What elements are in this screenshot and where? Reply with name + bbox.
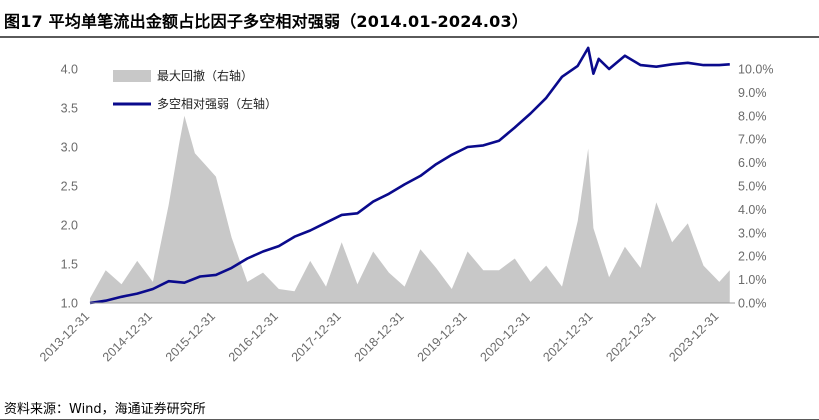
legend-swatch-drawdown <box>113 70 151 82</box>
x-tick-label: 2022-12-31 <box>603 309 658 364</box>
legend: 最大回撤（右轴） 多空相对强弱（左轴） <box>113 68 277 111</box>
x-tick-label: 2023-12-31 <box>666 309 721 364</box>
y-left-tick-label: 1.0 <box>61 297 78 311</box>
y-right-tick-label: 3.0% <box>738 226 767 240</box>
y-left-tick-label: 3.5 <box>61 102 78 116</box>
y-right-tick-label: 5.0% <box>738 180 767 194</box>
drawdown-area <box>90 115 730 303</box>
y-right-tick-label: 7.0% <box>738 133 767 147</box>
axis-layer: 1.0 1.5 2.0 2.5 3.0 3.5 4.0 0.0% 1.0% 2.0% 3.0% 4.0… <box>37 63 773 365</box>
y-right-tick-label: 1.0% <box>738 273 767 287</box>
source-note: 资料来源：Wind，海通证券研究所 <box>4 402 206 417</box>
strength-line-layer <box>89 46 730 305</box>
y-left-tick-label: 1.5 <box>61 258 78 272</box>
y-right-tick-label: 6.0% <box>738 156 767 170</box>
y-right-tick-label: 4.0% <box>738 203 767 217</box>
chart-title: 图17 平均单笔流出金额占比因子多空相对强弱（2014.01-2024.03） <box>4 12 529 31</box>
x-tick-label: 2019-12-31 <box>415 309 470 364</box>
x-tick-label: 2018-12-31 <box>352 309 407 364</box>
legend-label-strength: 多空相对强弱（左轴） <box>157 96 277 111</box>
x-tick-label: 2017-12-31 <box>289 309 344 364</box>
y-left-tick-label: 4.0 <box>61 63 78 77</box>
strength-line <box>89 46 730 305</box>
y-right-tick-label: 8.0% <box>738 109 767 123</box>
x-tick-label: 2016-12-31 <box>226 309 281 364</box>
y-right-tick-label: 0.0% <box>738 297 767 311</box>
x-tick-label: 2014-12-31 <box>100 309 155 364</box>
x-tick-label: 2015-12-31 <box>163 309 218 364</box>
x-tick-label: 2020-12-31 <box>478 309 533 364</box>
y-right-tick-label: 2.0% <box>738 250 767 264</box>
title-divider <box>0 36 819 38</box>
y-right-tick-label: 9.0% <box>738 86 767 100</box>
x-tick-label: 2021-12-31 <box>540 309 595 364</box>
x-tick-label: 2013-12-31 <box>37 309 92 364</box>
drawdown-area-layer <box>90 115 730 303</box>
y-left-tick-label: 2.0 <box>61 219 78 233</box>
y-left-tick-label: 2.5 <box>61 180 78 194</box>
y-right-tick-label: 10.0% <box>738 63 773 77</box>
legend-label-drawdown: 最大回撤（右轴） <box>157 68 253 83</box>
y-left-tick-label: 3.0 <box>61 141 78 155</box>
chart: 1.0 1.5 2.0 2.5 3.0 3.5 4.0 0.0% 1.0% 2.0% 3.0% 4.0… <box>37 46 773 365</box>
